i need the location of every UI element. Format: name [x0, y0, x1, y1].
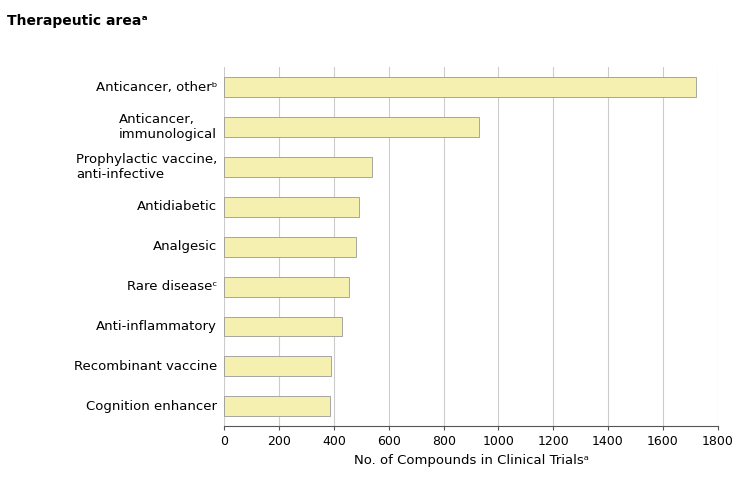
Bar: [224, 197, 358, 217]
Text: Analgesic: Analgesic: [153, 240, 217, 253]
Text: Therapeutic areaᵃ: Therapeutic areaᵃ: [7, 14, 148, 28]
Bar: [224, 397, 330, 416]
Text: Anti-inflammatory: Anti-inflammatory: [96, 320, 217, 333]
Text: Anticancer, otherᵇ: Anticancer, otherᵇ: [96, 80, 217, 93]
Text: Rare diseaseᶜ: Rare diseaseᶜ: [127, 280, 217, 293]
X-axis label: No. of Compounds in Clinical Trialsᵃ: No. of Compounds in Clinical Trialsᵃ: [353, 454, 589, 467]
Bar: [224, 356, 331, 376]
Text: Anticancer,
immunological: Anticancer, immunological: [119, 113, 217, 141]
Text: Antidiabetic: Antidiabetic: [137, 200, 217, 213]
Bar: [224, 277, 349, 297]
Text: Cognition enhancer: Cognition enhancer: [86, 400, 217, 413]
Bar: [224, 157, 372, 177]
Text: Prophylactic vaccine,
anti-infective: Prophylactic vaccine, anti-infective: [76, 153, 217, 181]
Text: Recombinant vaccine: Recombinant vaccine: [74, 360, 217, 373]
Bar: [224, 317, 342, 336]
Bar: [224, 237, 356, 257]
Bar: [224, 117, 479, 137]
Bar: [224, 77, 696, 97]
